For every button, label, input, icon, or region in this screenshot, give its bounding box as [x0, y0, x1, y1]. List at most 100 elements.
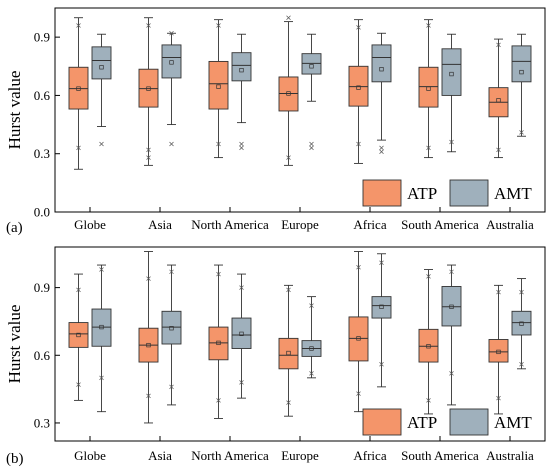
- box-amt-6: [511, 278, 532, 370]
- y-tick-label: 0.9: [34, 30, 50, 45]
- outlier-stroke: [449, 371, 454, 376]
- box-atp-4: [348, 251, 369, 413]
- mean-marker: [449, 71, 454, 77]
- outlier-marker: [99, 375, 104, 381]
- box-body: [231, 317, 252, 349]
- mean-marker: [519, 69, 524, 75]
- outlier-marker: [496, 147, 501, 153]
- outlier-stroke: [286, 15, 291, 20]
- outlier-marker: [519, 362, 524, 367]
- outlier-marker: [76, 287, 81, 293]
- outlier-stroke: [496, 42, 501, 48]
- legend-label: ATP: [407, 184, 437, 203]
- outlier-stroke: [239, 145, 244, 151]
- box-body: [511, 310, 532, 336]
- box-body: [208, 326, 229, 361]
- mean-marker: [239, 68, 244, 73]
- outlier-stroke: [309, 303, 314, 308]
- panel-label: (b): [6, 451, 24, 467]
- outlier-stroke: [99, 267, 104, 272]
- outlier-marker: [356, 141, 361, 147]
- outlier-stroke: [169, 31, 174, 36]
- box-amt-2: [231, 273, 252, 399]
- outlier-marker: [449, 139, 454, 145]
- box-amt-4: [371, 253, 392, 388]
- outlier-stroke: [426, 23, 431, 28]
- box-atp-4: [348, 19, 369, 164]
- outlier-marker: [239, 145, 244, 151]
- legend-label: AMT: [494, 413, 532, 432]
- outlier-stroke: [309, 141, 314, 147]
- mean-marker: [356, 336, 361, 341]
- outlier-stroke: [99, 375, 104, 381]
- outlier-marker: [146, 393, 151, 399]
- outlier-stroke: [519, 362, 524, 367]
- legend-swatch: [449, 179, 489, 207]
- box-body: [68, 322, 89, 348]
- outlier-marker: [426, 23, 431, 28]
- outlier-marker: [99, 267, 104, 272]
- legend-swatch: [449, 408, 489, 436]
- box-amt-0: [91, 264, 112, 413]
- outlier-stroke: [356, 141, 361, 147]
- outlier-marker: [309, 303, 314, 308]
- outlier-marker: [309, 371, 314, 376]
- outlier-stroke: [99, 141, 104, 147]
- outlier-marker: [519, 289, 524, 295]
- outlier-stroke: [216, 23, 221, 28]
- y-tick-label: 0.3: [34, 415, 50, 430]
- category-label: Asia: [148, 448, 172, 463]
- outlier-stroke: [379, 149, 384, 155]
- outlier-stroke: [356, 265, 361, 270]
- outlier-marker: [286, 15, 291, 20]
- mean-marker: [169, 326, 174, 331]
- y-tick-label: 0.6: [34, 88, 51, 103]
- legend-item-amt: AMT: [449, 408, 532, 436]
- outlier-marker: [146, 155, 151, 160]
- box-atp-1: [138, 17, 159, 166]
- outlier-stroke: [449, 139, 454, 145]
- outlier-marker: [216, 398, 221, 403]
- outlier-marker: [239, 285, 244, 290]
- legend-item-atp: ATP: [362, 408, 437, 436]
- legend-label: AMT: [494, 184, 532, 203]
- outlier-marker: [496, 395, 501, 401]
- box-amt-1: [161, 31, 182, 147]
- outlier-marker: [356, 391, 361, 396]
- category-label: Asia: [148, 217, 172, 232]
- category-label: Australia: [486, 448, 534, 463]
- legend-swatch: [362, 179, 402, 207]
- outlier-marker: [169, 31, 174, 36]
- mean-marker: [286, 91, 291, 96]
- box-atp-3: [278, 284, 299, 417]
- chart-panel-1: 0.3 0.6 0.9 Hurst value Globe Asia North Ameri…: [5, 246, 546, 467]
- outlier-stroke: [426, 274, 431, 279]
- mean-marker: [426, 86, 431, 91]
- outlier-marker: [496, 42, 501, 48]
- outlier-stroke: [146, 23, 151, 28]
- category-label: South America: [401, 217, 479, 232]
- outlier-stroke: [379, 362, 384, 367]
- box-atp-6: [488, 284, 509, 415]
- box-amt-5: [441, 264, 462, 406]
- category-label: Africa: [353, 448, 386, 463]
- box-body: [91, 308, 112, 347]
- mean-marker: [356, 85, 361, 90]
- category-label: Globe: [74, 448, 106, 463]
- outlier-stroke: [76, 23, 81, 28]
- box-amt-4: [371, 32, 392, 155]
- panel-label: (a): [6, 220, 23, 236]
- outlier-marker: [449, 371, 454, 376]
- outlier-stroke: [239, 380, 244, 385]
- outlier-stroke: [356, 25, 361, 30]
- box-body: [418, 328, 439, 363]
- box-body: [348, 316, 369, 362]
- mean-marker: [146, 342, 151, 348]
- outlier-marker: [146, 23, 151, 28]
- box-amt-3: [301, 296, 322, 379]
- outlier-marker: [239, 380, 244, 385]
- outlier-marker: [76, 23, 81, 28]
- box-amt-1: [161, 264, 182, 406]
- outlier-marker: [519, 130, 524, 135]
- legend: ATP AMT: [362, 408, 532, 436]
